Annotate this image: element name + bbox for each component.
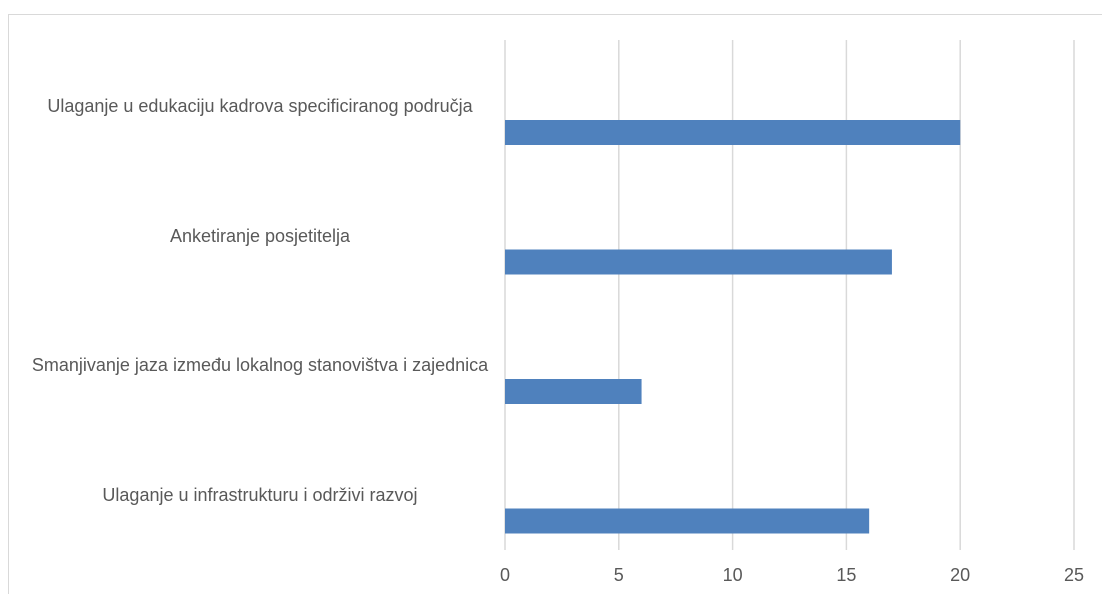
x-tick-label: 20 <box>950 565 970 585</box>
bar <box>505 120 961 145</box>
category-label: Ulaganje u edukaciju kadrova specificira… <box>47 96 473 116</box>
x-tick-label: 0 <box>500 565 510 585</box>
x-tick-label: 15 <box>836 565 856 585</box>
category-label: Smanjivanje jaza između lokalnog stanovi… <box>31 355 489 375</box>
x-tick-label: 5 <box>614 565 624 585</box>
bar <box>505 379 642 404</box>
x-tick-label: 25 <box>1064 565 1084 585</box>
chart-frame <box>8 14 1102 594</box>
category-label: Anketiranje posjetitelja <box>169 225 351 246</box>
bar <box>505 249 892 275</box>
category-label: Ulaganje u infrastrukturu i održivi razv… <box>102 484 418 505</box>
bar <box>505 508 870 534</box>
x-tick-label: 10 <box>723 565 743 585</box>
